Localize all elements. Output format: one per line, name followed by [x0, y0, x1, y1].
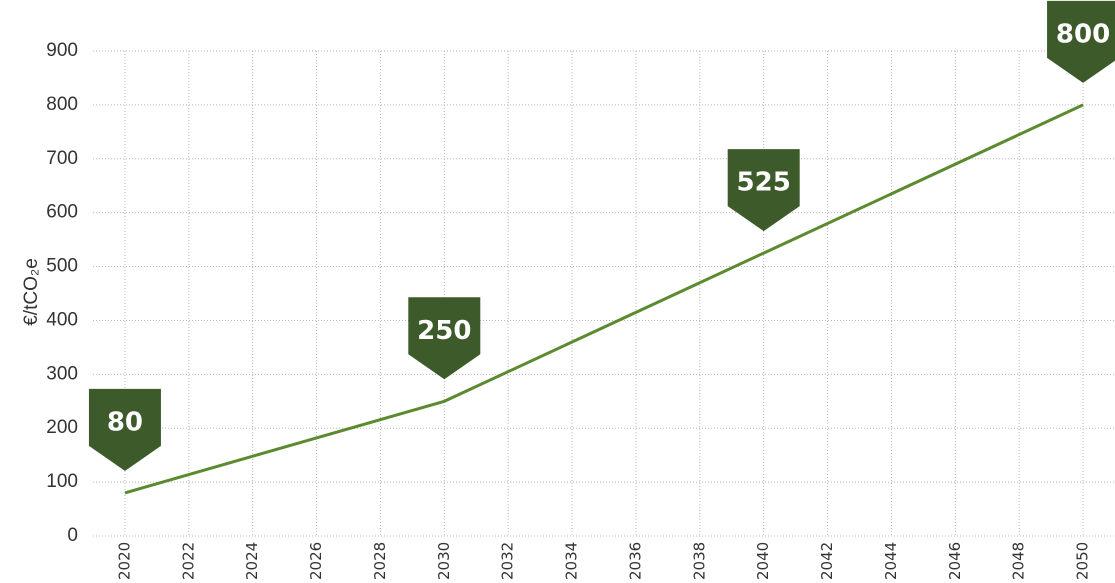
y-tick-label: 800 — [46, 94, 78, 115]
x-tick-label: 2046 — [946, 542, 964, 580]
y-tick-label: 900 — [46, 40, 78, 61]
data-label: 80 — [107, 407, 143, 437]
label-flag — [408, 297, 481, 380]
x-tick-label: 2044 — [882, 542, 900, 580]
label-flag — [1047, 0, 1115, 83]
y-tick-label: 100 — [46, 471, 78, 492]
y-tick-label: 200 — [46, 417, 78, 438]
x-tick-label: 2050 — [1074, 542, 1092, 580]
y-tick-label: 700 — [46, 148, 78, 169]
x-tick-label: 2032 — [499, 542, 517, 580]
x-tick-label: 2042 — [818, 542, 836, 580]
line — [124, 103, 1084, 495]
x-tick-label: 2040 — [754, 542, 772, 580]
data-label: 800 — [1056, 19, 1110, 49]
data-label: 525 — [737, 168, 791, 198]
y-tick-label: 0 — [67, 525, 78, 546]
y-axis-label: €/tCO₂e — [21, 258, 42, 326]
x-tick-label: 2020 — [115, 542, 133, 580]
x-tick-label: 2028 — [371, 542, 389, 580]
data-label: 250 — [417, 316, 471, 346]
y-tick-label: 600 — [46, 202, 78, 223]
x-tick-label: 2024 — [243, 542, 261, 580]
x-tick-label: 2030 — [435, 542, 453, 580]
y-tick-label: 400 — [46, 309, 78, 330]
x-tick-label: 2038 — [690, 542, 708, 580]
x-tick-label: 2036 — [626, 542, 644, 580]
x-tick-label: 2048 — [1010, 542, 1028, 580]
x-tick-label: 2022 — [179, 542, 197, 580]
label-flag — [88, 388, 161, 471]
label-flag — [727, 149, 800, 232]
y-tick-label: 500 — [46, 256, 78, 277]
x-tick-label: 2026 — [307, 542, 325, 580]
x-tick-label: 2034 — [563, 542, 581, 580]
y-tick-label: 300 — [46, 363, 78, 384]
